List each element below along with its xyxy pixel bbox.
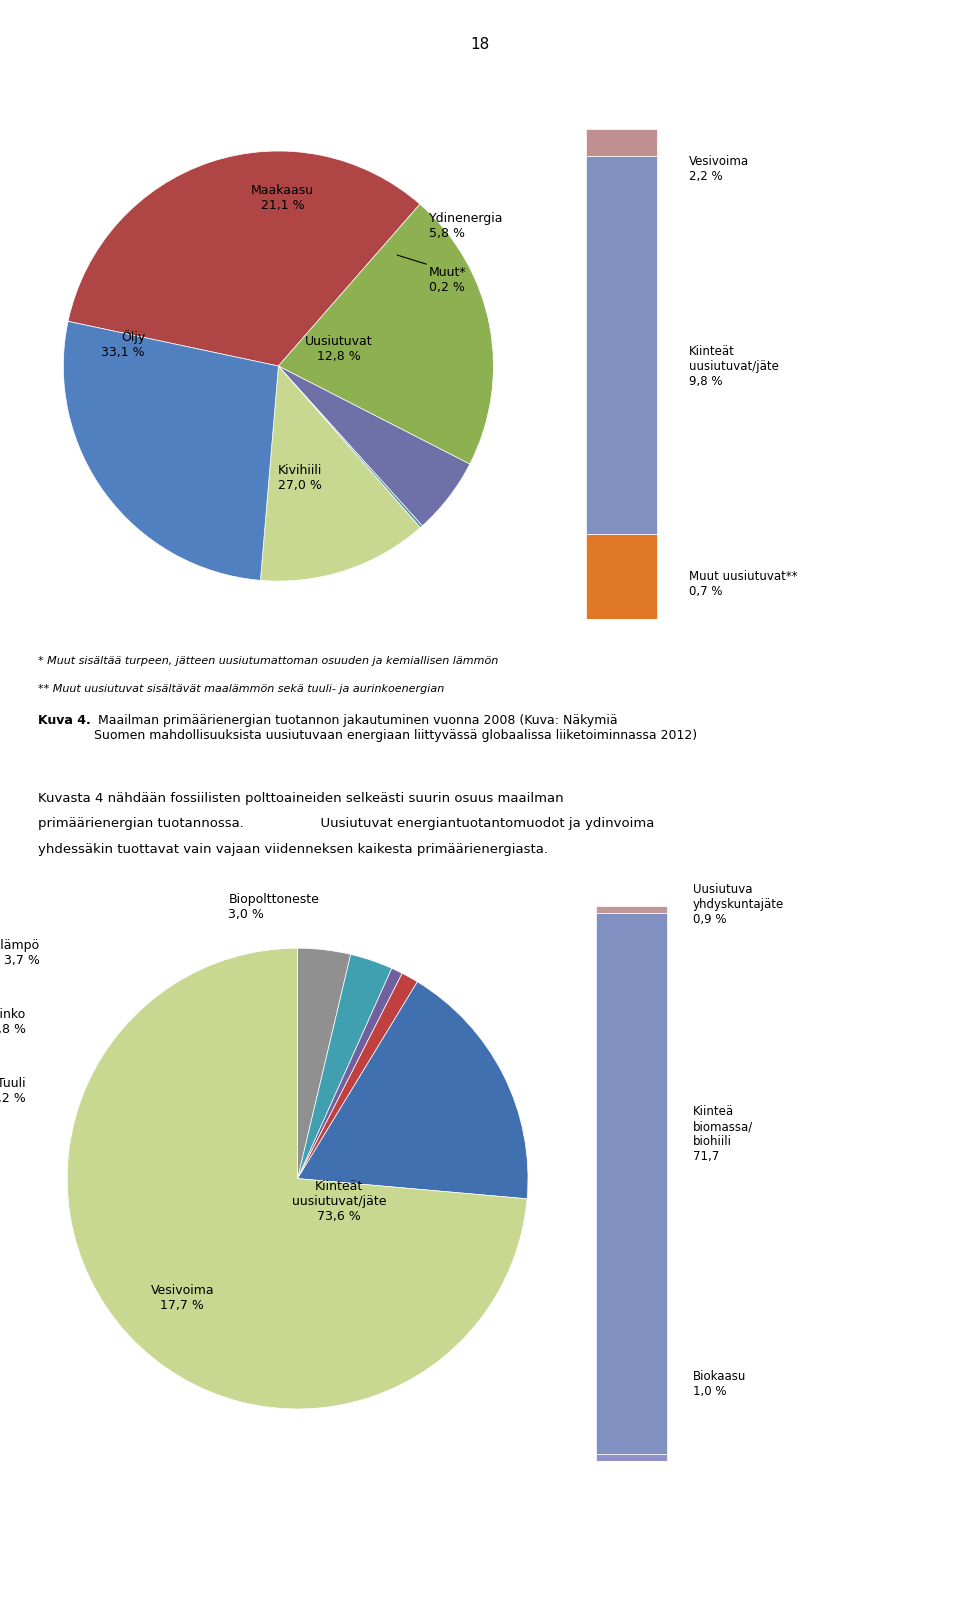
Wedge shape [260,367,420,581]
Text: Muut uusiutuvat**
0,7 %: Muut uusiutuvat** 0,7 % [689,570,798,599]
Wedge shape [298,973,418,1178]
Text: Kuvasta 4 nähdään fossiilisten polttoaineiden selkeästi suurin osuus maailman: Kuvasta 4 nähdään fossiilisten polttoain… [38,792,564,804]
Text: Vesivoima
2,2 %: Vesivoima 2,2 % [689,154,750,183]
Text: Kivihiili
27,0 %: Kivihiili 27,0 % [277,463,323,492]
Text: Öljy
33,1 %: Öljy 33,1 % [102,330,145,359]
Text: Uusiutuvat energiantuotantomuodot ja ydinvoima: Uusiutuvat energiantuotantomuodot ja ydi… [312,817,655,830]
Text: Tuuli
1,2 %: Tuuli 1,2 % [0,1076,26,1105]
Wedge shape [278,367,469,526]
Text: * Muut sisältää turpeen, jätteen uusiutumattoman osuuden ja kemiallisen lämmön: * Muut sisältää turpeen, jätteen uusiutu… [38,656,498,666]
Wedge shape [278,367,422,528]
Text: Vesivoima
17,7 %: Vesivoima 17,7 % [151,1284,214,1313]
Text: 18: 18 [470,37,490,51]
Wedge shape [68,151,420,367]
Text: Kiinteä
biomassa/
biohiili
71,7: Kiinteä biomassa/ biohiili 71,7 [693,1105,754,1163]
Wedge shape [298,948,350,1178]
Bar [595,914,667,1455]
Text: yhdessäkin tuottavat vain vajaan viidenneksen kaikesta primäärienergiasta.: yhdessäkin tuottavat vain vajaan viidenn… [38,843,548,856]
Text: Maalämpö
3,7 %: Maalämpö 3,7 % [0,938,39,967]
Text: Uusiutuva
yhdyskuntajäte
0,9 %: Uusiutuva yhdyskuntajäte 0,9 % [693,883,784,925]
Wedge shape [278,204,493,463]
Wedge shape [67,948,527,1409]
Text: Biokaasu
1,0 %: Biokaasu 1,0 % [693,1369,747,1398]
Bar [595,906,667,914]
Text: primäärienergian tuotannossa.: primäärienergian tuotannossa. [38,817,244,830]
Text: ** Muut uusiutuvat sisältävät maalämmön sekä tuuli- ja aurinkoenergian: ** Muut uusiutuvat sisältävät maalämmön … [38,684,444,693]
Bar [586,156,658,534]
Text: Ydinenergia
5,8 %: Ydinenergia 5,8 % [429,212,503,240]
Text: Kiinteät
uusiutuvat/jäte
9,8 %: Kiinteät uusiutuvat/jäte 9,8 % [689,346,780,388]
Text: Aurinko
0,8 %: Aurinko 0,8 % [0,1007,26,1036]
Wedge shape [63,322,278,581]
Text: Maailman primäärienergian tuotannon jakautuminen vuonna 2008 (Kuva: Näkymiä
Suom: Maailman primäärienergian tuotannon jaka… [94,714,697,742]
Wedge shape [298,954,392,1178]
Text: Biopolttoneste
3,0 %: Biopolttoneste 3,0 % [228,893,320,920]
Text: Maakaasu
21,1 %: Maakaasu 21,1 % [252,185,314,212]
Bar [586,534,658,619]
Text: Muut*
0,2 %: Muut* 0,2 % [429,265,467,294]
Bar [586,129,658,156]
Text: Uusiutuvat
12,8 %: Uusiutuvat 12,8 % [304,335,372,364]
Wedge shape [298,981,528,1199]
Text: Kiinteät
uusiutuvat/jäte
73,6 %: Kiinteät uusiutuvat/jäte 73,6 % [292,1179,386,1223]
Bar [595,1455,667,1461]
Text: Kuva 4.: Kuva 4. [38,714,91,727]
Wedge shape [298,969,402,1178]
